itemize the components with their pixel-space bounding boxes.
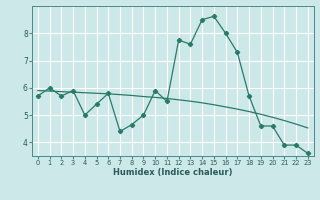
X-axis label: Humidex (Indice chaleur): Humidex (Indice chaleur) [113,168,233,177]
